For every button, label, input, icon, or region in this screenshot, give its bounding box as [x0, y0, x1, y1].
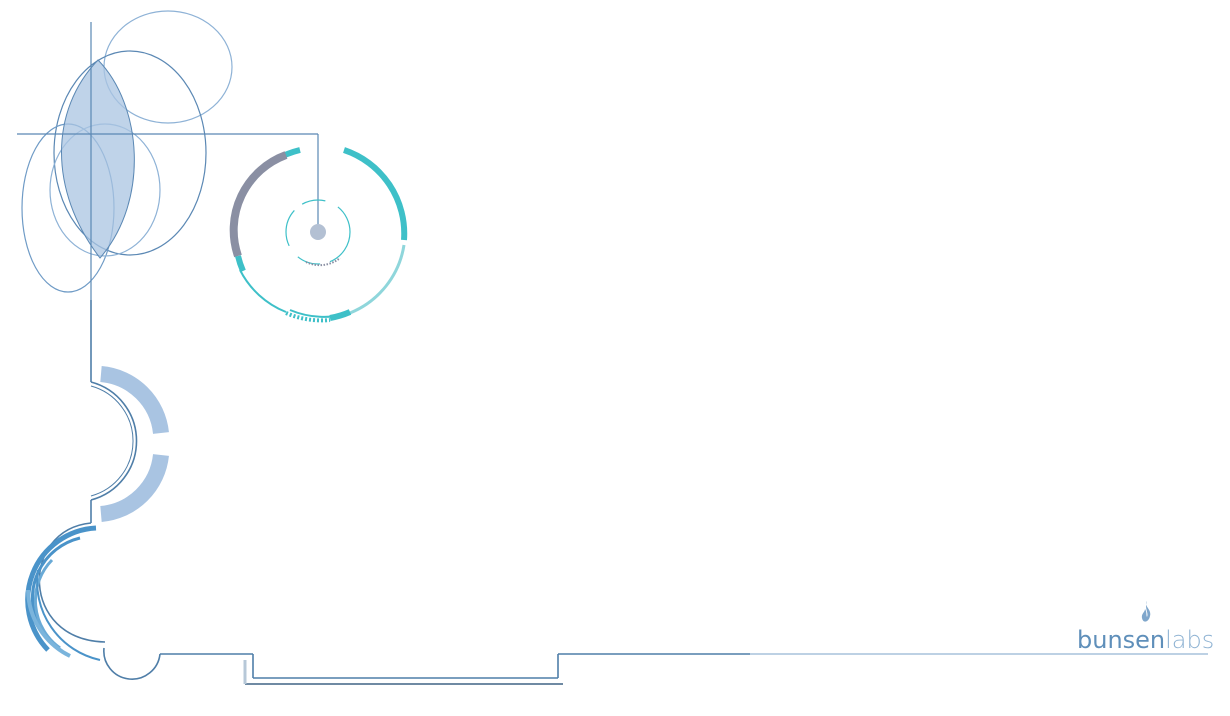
frame-lines	[38, 300, 750, 680]
shaded-leaf	[61, 59, 135, 259]
logo-word-labs: labs	[1165, 626, 1215, 654]
crosshair-lines	[17, 22, 319, 300]
bunsenlabs-logo: bunsenlabs	[1060, 596, 1214, 660]
logo-wordmark: bunsenlabs	[1077, 625, 1214, 655]
flame-icon	[1141, 601, 1151, 622]
logo-word-bunsen: bunsen	[1077, 626, 1166, 654]
blue-arc-segments	[100, 366, 169, 522]
deep-blue-arcs	[25, 525, 101, 661]
circular-gauge	[229, 147, 408, 323]
